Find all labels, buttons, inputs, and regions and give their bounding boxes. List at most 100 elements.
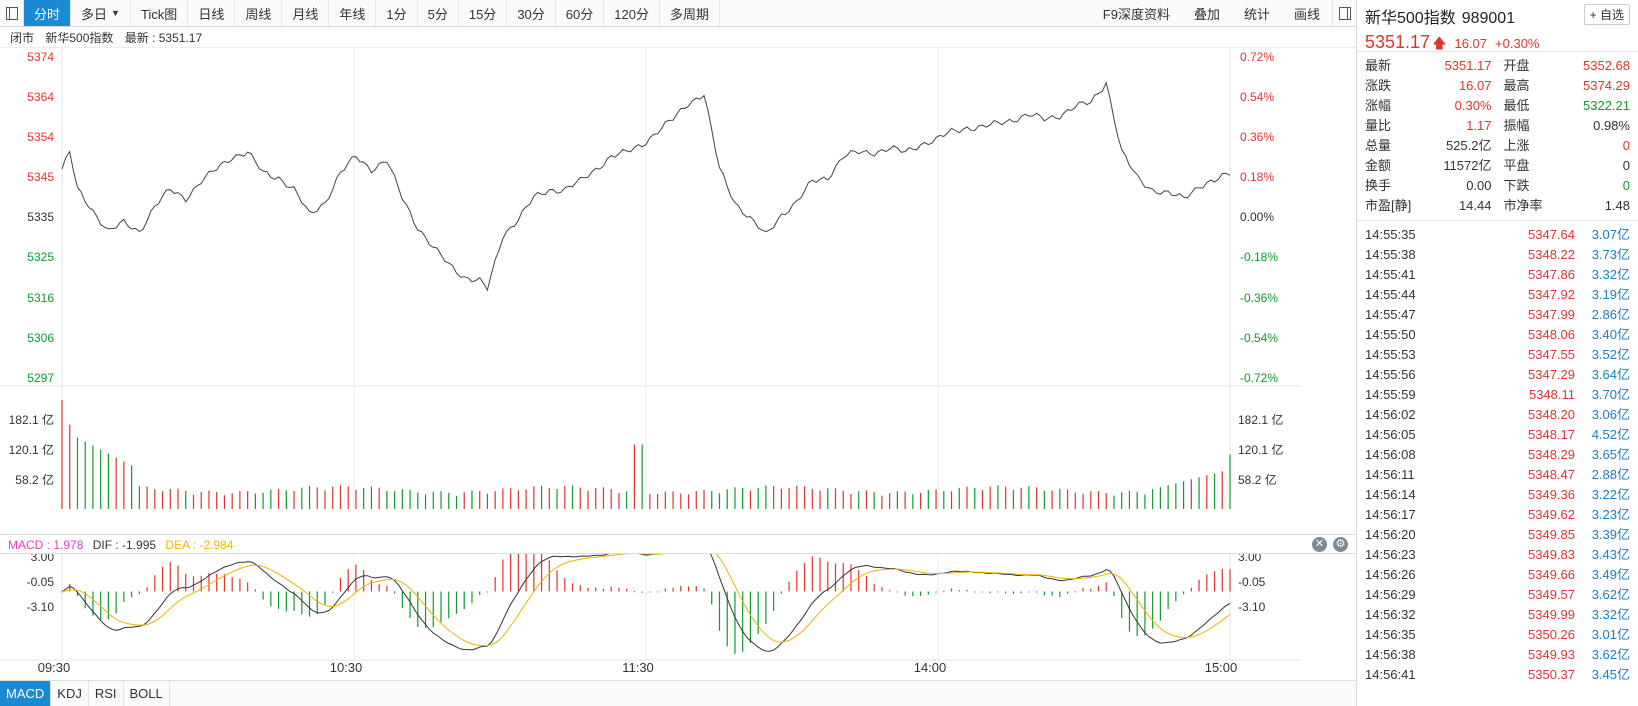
macd-bar [896, 591, 898, 593]
quote-cell: 最高 5374.29 [1498, 76, 1631, 96]
volume-bar [1097, 491, 1100, 509]
intraday-chart[interactable]: 5374 5364 5354 5345 5335 5325 5316 5306 5297 0.72… [0, 48, 1300, 682]
macd-bar [834, 563, 837, 592]
tick-amount: 3.01亿 [1591, 627, 1630, 642]
macd-bar [1159, 591, 1161, 621]
macd-bar [92, 591, 94, 616]
tick-time: 14:56:11 [1365, 467, 1415, 482]
tick-time: 14:56:32 [1365, 607, 1416, 622]
tick-row: 14:56:29 5349.57 3.62亿 [1365, 585, 1630, 605]
tick-amount: 3.70亿 [1591, 387, 1630, 402]
tab-multi-period[interactable]: 多周期 [660, 0, 720, 26]
macd-bar [571, 583, 574, 592]
macd-bar [270, 591, 272, 607]
tick-price: 5349.99 [1528, 607, 1575, 622]
volume-bar [324, 490, 326, 509]
volume-bar [1121, 492, 1123, 509]
quote-value: 5351.17 [1444, 58, 1492, 73]
pct-axis-label: -0.36% [1240, 291, 1278, 305]
gear-icon[interactable]: ⚙ [1333, 537, 1348, 552]
volume-bar [1113, 495, 1115, 509]
volume-bar [177, 488, 179, 509]
tab-tick[interactable]: Tick图 [131, 0, 189, 26]
macd-bar [154, 575, 156, 592]
macd-bar [1043, 591, 1045, 596]
tab-120min[interactable]: 120分 [604, 0, 660, 26]
f9-deep-data-button[interactable]: F9深度资料 [1102, 6, 1170, 22]
add-favorite-button[interactable]: + 自选 [1583, 4, 1630, 25]
volume-bar [742, 487, 744, 509]
tab-5min[interactable]: 5分 [418, 0, 459, 26]
tick-time: 14:56:08 [1365, 447, 1416, 462]
volume-bar [1028, 486, 1030, 509]
quote-value: 0.98% [1593, 118, 1630, 133]
macd-bar [912, 591, 914, 597]
close-icon[interactable]: ✕ [1312, 537, 1327, 552]
tick-time: 14:55:53 [1365, 347, 1416, 362]
quote-cell: 涨跌 16.07 [1365, 76, 1498, 96]
tab-rsi[interactable]: RSI [89, 681, 124, 706]
quote-value: 5374.29 [1583, 78, 1630, 93]
volume-bar [881, 495, 883, 509]
tab-1min[interactable]: 1分 [376, 0, 418, 26]
tab-multiday[interactable]: 多日 ▼ [71, 0, 131, 26]
tick-row: 14:56:11 5348.47 2.88亿 [1365, 465, 1630, 485]
tab-yearly[interactable]: 年线 [329, 0, 377, 26]
volume-bar [285, 490, 287, 509]
macd-bar [1221, 568, 1223, 592]
pct-axis-label: 0.36% [1240, 130, 1274, 144]
tab-60min[interactable]: 60分 [556, 0, 605, 26]
macd-bar [1113, 591, 1115, 597]
macd-bar [332, 591, 334, 593]
macd-bar [502, 559, 504, 592]
tab-macd[interactable]: MACD [0, 681, 52, 706]
volume-bar [76, 437, 79, 509]
quote-value: 1.17 [1466, 118, 1492, 133]
volume-axis-label: 182.1 亿 [9, 412, 54, 427]
volume-bar [1059, 488, 1061, 509]
period-toolbar: 分时 多日 ▼ Tick图 日线 周线 月线 年线 1分 5分 15分 30分 6… [0, 0, 1356, 27]
tick-price: 5348.29 [1528, 447, 1575, 462]
volume-bar [935, 489, 937, 509]
tick-time: 14:55:59 [1365, 387, 1416, 402]
macd-bar [873, 584, 875, 592]
tick-row: 14:55:35 5347.64 3.07亿 [1365, 225, 1630, 245]
tab-daily[interactable]: 日线 [188, 0, 236, 26]
macd-bar [324, 591, 326, 605]
quote-cell: 开盘 5352.68 [1498, 56, 1631, 76]
volume-bar [548, 487, 550, 509]
volume-bar [502, 488, 504, 509]
tick-price: 5348.11 [1528, 387, 1575, 402]
volume-bar [1066, 489, 1069, 509]
right-panel-toggle[interactable] [1332, 0, 1356, 27]
draw-line-button[interactable]: 画线 [1293, 6, 1320, 22]
statistics-button[interactable]: 统计 [1243, 6, 1270, 22]
volume-bar [873, 492, 875, 509]
volume-bar [463, 492, 465, 509]
macd-header-icons: ✕ ⚙ [1312, 537, 1348, 552]
tab-15min[interactable]: 15分 [459, 0, 508, 26]
tab-monthly[interactable]: 月线 [282, 0, 330, 26]
volume-bar [277, 488, 280, 509]
volume-bar [100, 449, 102, 509]
tick-list[interactable]: 14:55:35 5347.64 3.07亿 14:55:38 5348.22 3.73亿… [1357, 221, 1638, 685]
volume-bar [966, 486, 968, 509]
macd-bar [626, 588, 628, 592]
quote-cell: 最新 5351.17 [1365, 56, 1498, 76]
tab-kdj[interactable]: KDJ [51, 681, 89, 706]
tick-amount: 3.49亿 [1591, 567, 1630, 582]
macd-bar [424, 591, 427, 628]
overlay-button[interactable]: 叠加 [1193, 6, 1220, 22]
macd-bar [981, 591, 984, 593]
tab-intraday[interactable]: 分时 [24, 0, 72, 26]
volume-bar [247, 491, 249, 509]
security-name: 新华500指数 [1365, 10, 1456, 27]
tab-30min[interactable]: 30分 [507, 0, 556, 26]
macd-bar [115, 591, 117, 614]
left-panel-toggle[interactable] [0, 0, 24, 27]
tab-boll[interactable]: BOLL [124, 681, 170, 706]
volume-bar [401, 489, 403, 509]
tab-weekly[interactable]: 周线 [235, 0, 283, 26]
tick-price: 5347.29 [1528, 367, 1575, 382]
